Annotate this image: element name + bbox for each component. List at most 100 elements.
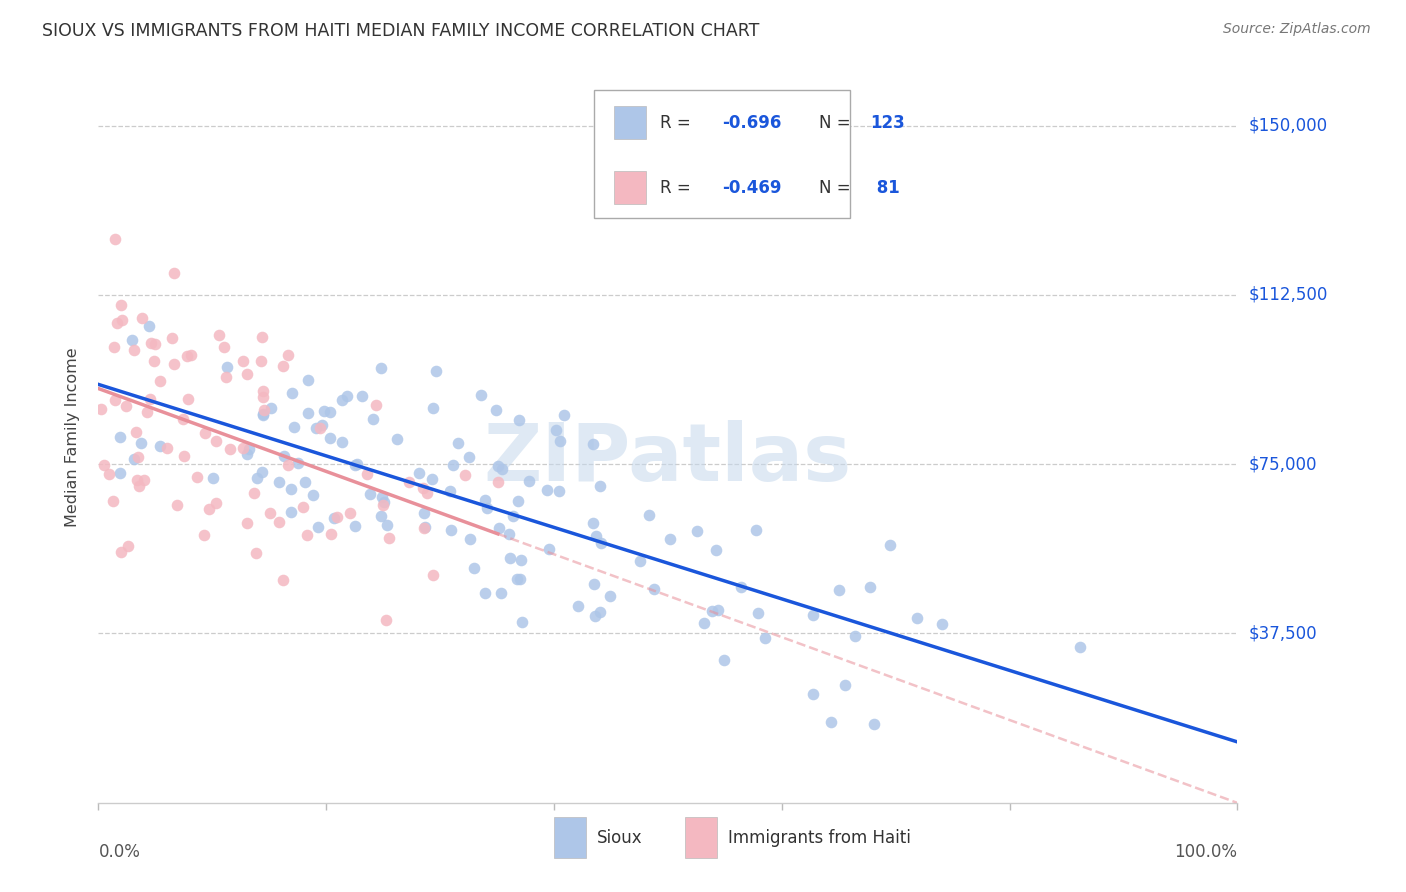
Point (370, 490, 392, 504)
Point (252, 408, 274, 422)
Point (373, 498, 395, 512)
Point (122, 452, 145, 467)
Point (537, 541, 560, 556)
Point (280, 505, 302, 519)
FancyBboxPatch shape (614, 171, 647, 204)
Point (336, 389, 359, 403)
Point (544, 423, 567, 437)
Point (343, 458, 366, 473)
Point (643, 582, 665, 596)
Point (931, 617, 953, 632)
Point (440, 523, 463, 537)
Point (252, 390, 274, 404)
Point (252, 330, 274, 344)
Point (628, 554, 651, 568)
Point (489, 586, 512, 600)
Point (93, 458, 115, 472)
Point (385, 432, 408, 446)
Point (128, 479, 150, 493)
Point (139, 335, 162, 350)
Point (294, 475, 316, 489)
Point (488, 521, 510, 535)
Point (491, 461, 513, 475)
Point (253, 403, 276, 417)
Text: -0.469: -0.469 (723, 178, 782, 197)
Point (359, 486, 381, 500)
FancyBboxPatch shape (614, 106, 647, 139)
Point (415, 520, 437, 534)
Point (125, 474, 148, 488)
Point (143, 354, 166, 368)
Point (121, 334, 143, 348)
Text: Immigrants from Haiti: Immigrants from Haiti (728, 829, 911, 847)
Point (510, 615, 533, 629)
Point (686, 524, 709, 539)
Point (194, 426, 217, 441)
Point (567, 599, 589, 614)
Point (246, 470, 269, 484)
Point (658, 533, 681, 547)
Point (589, 605, 612, 619)
Point (283, 420, 305, 434)
Point (801, 607, 824, 622)
Point (339, 507, 361, 521)
Point (259, 506, 281, 520)
Point (176, 349, 198, 363)
Point (420, 472, 443, 486)
Point (314, 404, 336, 418)
Point (307, 520, 329, 534)
Point (599, 589, 621, 603)
Point (350, 389, 373, 403)
Point (506, 572, 529, 586)
Point (905, 611, 928, 625)
Point (499, 550, 522, 565)
Point (582, 437, 605, 451)
Text: R =: R = (659, 114, 696, 132)
Point (260, 401, 283, 415)
Point (297, 528, 319, 542)
Point (485, 403, 508, 417)
Point (111, 313, 134, 327)
Point (486, 475, 509, 489)
Point (90, 402, 112, 417)
Point (305, 421, 328, 435)
Point (508, 494, 530, 508)
Point (308, 421, 330, 435)
Point (287, 456, 309, 470)
Point (163, 266, 186, 280)
Point (458, 450, 481, 464)
Point (267, 516, 290, 530)
Point (103, 494, 125, 508)
Point (509, 572, 531, 586)
Point (277, 458, 299, 472)
Point (250, 353, 273, 368)
Point (408, 466, 430, 480)
Text: SIOUX VS IMMIGRANTS FROM HAITI MEDIAN FAMILY INCOME CORRELATION CHART: SIOUX VS IMMIGRANTS FROM HAITI MEDIAN FA… (42, 22, 759, 40)
Point (186, 470, 208, 484)
Text: Sioux: Sioux (598, 829, 643, 847)
Point (292, 500, 315, 514)
Point (250, 465, 273, 479)
Point (375, 518, 398, 533)
Point (163, 357, 186, 371)
Point (319, 405, 342, 419)
Text: $112,500: $112,500 (1249, 285, 1327, 304)
Point (319, 431, 342, 445)
Point (162, 331, 184, 345)
Point (236, 368, 259, 382)
Point (828, 582, 851, 597)
Point (145, 336, 167, 351)
Text: 100.0%: 100.0% (1174, 843, 1237, 861)
Y-axis label: Median Family Income: Median Family Income (65, 347, 80, 527)
Point (412, 482, 434, 496)
Point (470, 388, 492, 402)
Point (820, 714, 842, 729)
Point (747, 607, 769, 621)
Point (208, 328, 231, 343)
Point (801, 687, 824, 701)
Point (498, 526, 520, 541)
Point (166, 498, 188, 512)
Point (346, 457, 368, 471)
Point (104, 232, 127, 246)
Point (859, 580, 882, 594)
